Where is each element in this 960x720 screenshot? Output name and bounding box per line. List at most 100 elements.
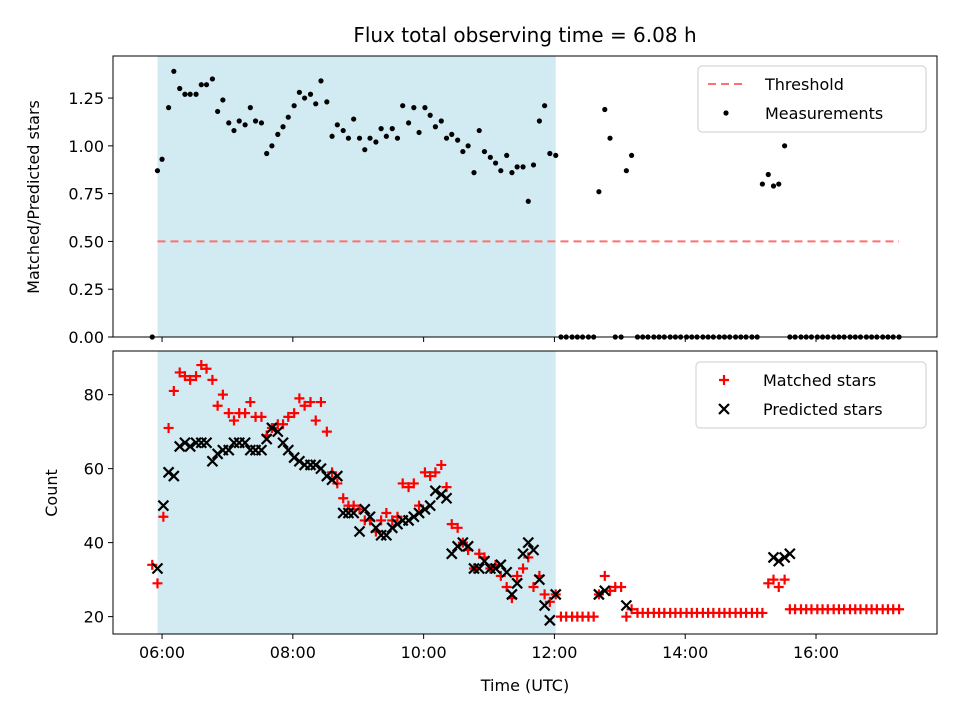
top-series-1-point <box>280 124 286 130</box>
bottom-series-1-point <box>283 411 294 422</box>
top-series-1-point <box>318 78 324 84</box>
bottom-series-1-point <box>616 582 627 593</box>
x-tick-label: 14:00 <box>662 643 708 662</box>
bottom-series-1-point <box>196 360 207 371</box>
top-series-1-point <box>765 171 771 178</box>
bottom-series-1-point <box>158 511 169 522</box>
top-axes-frame <box>112 55 938 338</box>
bottom-series-1-point <box>757 607 768 618</box>
bottom-series-2-point <box>413 507 425 519</box>
bottom-series-1-point <box>212 400 223 411</box>
bottom-legend: Matched stars Predicted stars <box>695 361 927 429</box>
chart-title: Flux total observing time = 6.08 h <box>353 23 696 47</box>
top-series-1-point <box>324 99 330 105</box>
bottom-legend-label: Matched stars <box>763 371 876 390</box>
bottom-y-tick-label: 80 <box>84 386 104 405</box>
top-y-tick-label: 1.00 <box>68 137 104 156</box>
bottom-series-2-point <box>266 422 278 434</box>
bottom-series-1-point <box>425 471 436 482</box>
top-series-1-point <box>547 150 553 157</box>
top-series-1-point <box>367 135 373 141</box>
bottom-series-1-point <box>245 397 256 408</box>
bottom-series-1-point <box>397 478 408 489</box>
top-series-1-point <box>252 118 259 124</box>
top-series-1-point <box>422 105 428 111</box>
bottom-series-2-point <box>239 436 251 449</box>
top-series-1-point <box>351 116 357 122</box>
bottom-series-2-point <box>222 444 235 456</box>
top-series-1-point <box>236 118 242 124</box>
top-series-1-point <box>159 156 165 162</box>
bottom-series-1-point <box>179 371 190 382</box>
top-series-1-point <box>596 189 602 195</box>
bottom-series-1-point <box>518 563 529 574</box>
bottom-series-1-point <box>201 363 212 374</box>
top-series-1-point <box>432 124 439 130</box>
top-series-1-point <box>154 168 161 174</box>
bottom-series-2-point <box>506 588 518 601</box>
top-series-1-point <box>275 131 281 137</box>
bottom-series-2-point <box>517 547 529 560</box>
bottom-series-2-point <box>440 492 453 505</box>
bottom-series-1-point <box>588 611 599 622</box>
bottom-legend-label: Predicted stars <box>763 400 883 419</box>
top-series-1-point <box>285 114 291 120</box>
bottom-plot-area <box>147 351 905 634</box>
top-series-1-point <box>492 160 499 166</box>
top-series-1-point <box>340 127 346 134</box>
top-series-1-point <box>165 105 172 111</box>
bottom-series-2-point <box>364 510 376 523</box>
top-y-tick-label: 0.25 <box>68 280 104 299</box>
top-series-1-point <box>215 108 221 115</box>
top-y-tick-label: 0.75 <box>68 185 104 204</box>
bottom-series-2-point <box>527 544 540 556</box>
bottom-series-1-point <box>168 385 179 396</box>
bottom-series-1-point <box>528 582 539 593</box>
top-series-1-point <box>759 181 765 187</box>
bottom-y-tick-label: 20 <box>84 608 104 627</box>
bottom-series-2-point <box>772 555 785 567</box>
bottom-y-tick-label: 40 <box>84 534 104 553</box>
top-series-1-point <box>530 162 537 168</box>
top-series-1-point <box>296 89 302 95</box>
top-legend: Threshold Measurements <box>697 65 927 133</box>
top-series-1-point <box>220 97 226 103</box>
top-series-1-point <box>509 170 515 176</box>
bottom-axes-frame <box>112 350 938 635</box>
bottom-series-1-point <box>436 459 447 470</box>
top-plot-area <box>149 56 902 340</box>
top-series-1-point <box>525 198 531 204</box>
top-series-1-point <box>487 154 493 160</box>
bottom-series-2-point <box>538 599 551 612</box>
bottom-series-2-point <box>260 433 273 445</box>
bottom-series-1-point <box>452 522 463 533</box>
top-y-tick-label: 0.50 <box>68 232 104 251</box>
top-series-1-point <box>356 135 363 141</box>
bottom-series-1-point <box>539 589 550 600</box>
bottom-y-tick-label: 60 <box>84 460 104 479</box>
top-legend-label: Measurements <box>765 104 883 123</box>
bottom-series-2-point <box>784 547 796 560</box>
bottom-series-2-point <box>206 455 219 468</box>
bottom-series-2-point <box>522 536 535 549</box>
bottom-observing-interval <box>157 351 556 634</box>
bottom-series-1-point <box>381 508 392 519</box>
bottom-series-1-point <box>305 397 316 408</box>
bottom-series-1-point <box>217 389 228 400</box>
top-series-1-point <box>171 68 177 74</box>
bottom-series-2-point <box>462 540 474 553</box>
bottom-series-2-point <box>277 436 289 449</box>
bottom-series-2 <box>151 422 796 627</box>
x-tick-label: 12:00 <box>531 643 577 662</box>
top-series-1-point <box>465 143 471 149</box>
bottom-series-1-point <box>223 408 234 419</box>
top-series-1-point <box>362 147 368 153</box>
bottom-series-2-point <box>370 522 382 534</box>
top-series-1-point <box>378 126 384 132</box>
top-series-1-point <box>520 164 526 170</box>
bottom-legend-marker-swatch <box>719 375 729 385</box>
bottom-series-2-point <box>549 588 562 601</box>
bottom-series-1-point <box>185 374 196 385</box>
bottom-series-1-point <box>321 426 332 437</box>
bottom-series-1-point <box>894 604 905 615</box>
